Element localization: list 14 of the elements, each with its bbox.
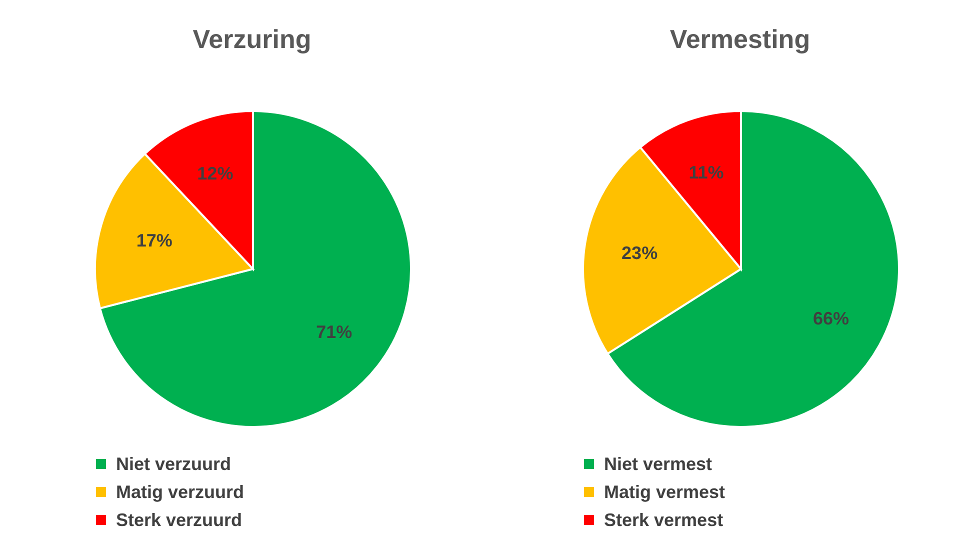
- legend-label: Niet verzuurd: [116, 453, 232, 476]
- legend-label: Niet vermest: [604, 453, 712, 476]
- data-label: 66%: [812, 308, 850, 328]
- chart-title: Verzuring: [192, 24, 312, 56]
- data-label: 11%: [688, 162, 724, 182]
- data-label: 12%: [197, 164, 234, 184]
- data-label: 17%: [136, 230, 172, 250]
- legend-label: Sterk verzuurd: [116, 509, 242, 532]
- legend-label: Sterk vermest: [604, 509, 724, 532]
- data-label: 23%: [622, 242, 658, 263]
- data-label: 71%: [316, 322, 352, 342]
- chart-title: Vermesting: [668, 24, 812, 56]
- legend-label: Matig verzuurd: [116, 481, 244, 504]
- legend-label: Matig vermest: [604, 481, 726, 504]
